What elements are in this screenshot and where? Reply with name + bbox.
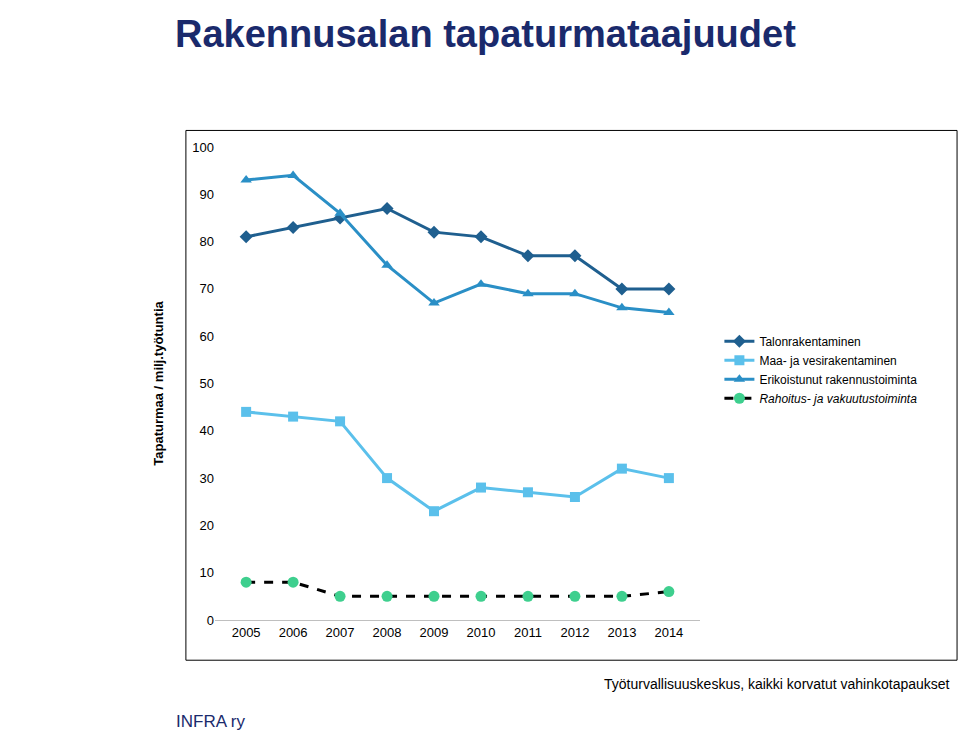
svg-text:2013: 2013 <box>607 625 636 640</box>
svg-text:50: 50 <box>200 376 214 391</box>
svg-text:2006: 2006 <box>279 625 308 640</box>
svg-text:Rahoitus- ja vakuutustoiminta: Rahoitus- ja vakuutustoiminta <box>759 392 917 406</box>
svg-text:2012: 2012 <box>560 625 589 640</box>
svg-text:Maa- ja vesirakentaminen: Maa- ja vesirakentaminen <box>759 354 896 368</box>
svg-text:60: 60 <box>200 329 214 344</box>
svg-text:2005: 2005 <box>232 625 261 640</box>
svg-text:100: 100 <box>192 140 214 155</box>
svg-text:2011: 2011 <box>514 625 542 640</box>
svg-text:2010: 2010 <box>467 625 496 640</box>
svg-text:80: 80 <box>200 234 214 249</box>
svg-text:INFRA ry: INFRA ry <box>176 712 245 731</box>
svg-text:Erikoistunut rakennustoiminta: Erikoistunut rakennustoiminta <box>759 373 917 387</box>
svg-text:Rakennusalan tapaturmataajuude: Rakennusalan tapaturmataajuudet <box>175 13 796 55</box>
svg-text:2009: 2009 <box>420 625 449 640</box>
svg-text:0: 0 <box>207 613 214 628</box>
svg-text:10: 10 <box>200 565 214 580</box>
svg-text:2014: 2014 <box>654 625 683 640</box>
svg-text:70: 70 <box>200 281 214 296</box>
svg-text:20: 20 <box>200 518 214 533</box>
svg-text:40: 40 <box>200 423 214 438</box>
svg-text:2008: 2008 <box>373 625 402 640</box>
svg-text:Talonrakentaminen: Talonrakentaminen <box>759 335 860 349</box>
svg-text:30: 30 <box>200 471 214 486</box>
svg-text:Tapaturmaa / milj.työtuntia: Tapaturmaa / milj.työtuntia <box>151 301 166 466</box>
svg-text:Työturvallisuuskeskus, kaikki: Työturvallisuuskeskus, kaikki korvatut v… <box>604 676 950 692</box>
svg-text:90: 90 <box>200 187 214 202</box>
svg-text:2007: 2007 <box>326 625 355 640</box>
